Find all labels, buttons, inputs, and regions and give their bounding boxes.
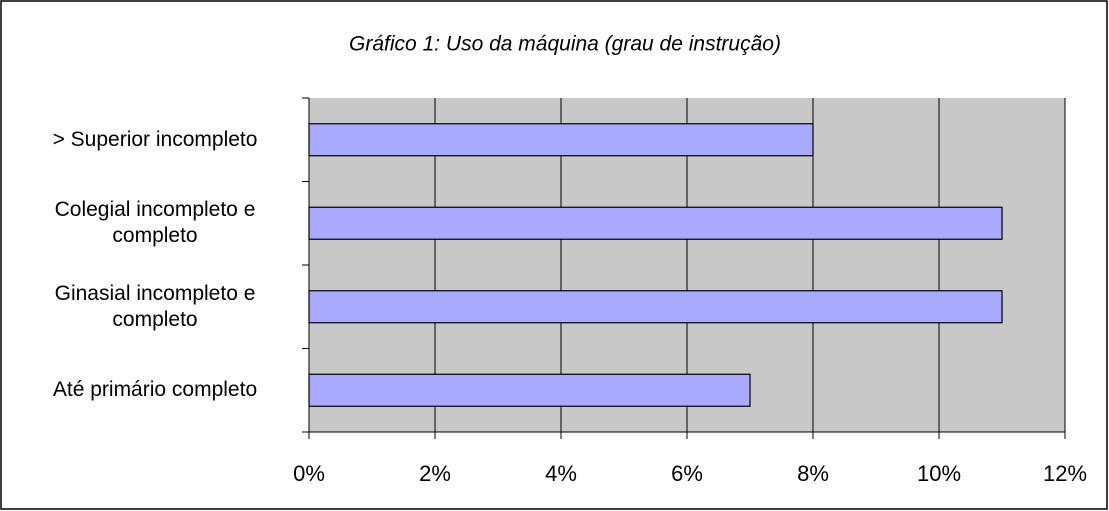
x-tick-label: 2% [419,461,451,486]
y-tick-label: > Superior incompleto [52,127,258,151]
bar [308,206,1003,240]
x-tick-label: 4% [545,461,577,486]
bar [308,123,814,157]
y-tick-label: Ginasial incompleto e completo [54,281,256,331]
x-tick-label: 6% [671,461,703,486]
x-tick-label: 0% [293,461,325,486]
bar [308,373,751,407]
chart-title: Gráfico 1: Uso da máquina (grau de instr… [349,33,781,56]
y-tick-label: Colegial incompleto e completo [54,198,256,248]
x-tick-label: 10% [917,461,961,486]
y-tick-label: Até primário completo [52,378,258,402]
bar [308,290,1003,324]
x-tick-label: 8% [797,461,829,486]
x-tick-label: 12% [1043,461,1087,486]
